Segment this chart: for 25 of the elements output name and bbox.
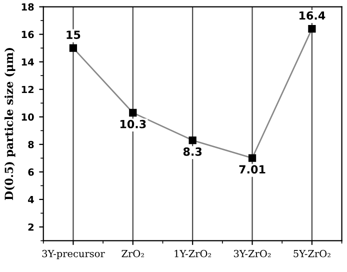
- x-tick-label: ZrO₂: [122, 250, 144, 258]
- data-label: 10.3: [120, 120, 146, 128]
- x-tick-label: 5Y-ZrO₂: [294, 250, 330, 258]
- x-tick-label: 1Y-ZrO₂: [174, 250, 212, 258]
- data-label: 8.3: [183, 147, 202, 156]
- y-tick-label: 14: [22, 58, 34, 66]
- point: [248, 154, 256, 162]
- x-tick-label: 3Y-ZrO₂: [234, 250, 271, 258]
- y-tick-label: 6: [28, 168, 34, 176]
- x-tick-label: 3Y-precursor: [42, 250, 105, 260]
- point: [308, 24, 316, 33]
- y-tick-label: 4: [28, 196, 34, 204]
- y-axis-title: D(0.5) particle size (μm): [4, 48, 16, 200]
- data-label: 7.01: [239, 165, 266, 174]
- y-tick-label: 12: [22, 86, 34, 94]
- y-tick-label: 2: [28, 223, 34, 231]
- y-tick-label: 18: [22, 3, 34, 11]
- y-tick-label: 8: [28, 140, 34, 148]
- point: [129, 108, 137, 117]
- point: [69, 44, 78, 52]
- point: [188, 136, 196, 144]
- y-tick-label: 10: [22, 113, 34, 121]
- data-label: 16.4: [300, 11, 326, 20]
- data-label: 15: [66, 30, 80, 39]
- y-tick-label: 16: [22, 30, 34, 38]
